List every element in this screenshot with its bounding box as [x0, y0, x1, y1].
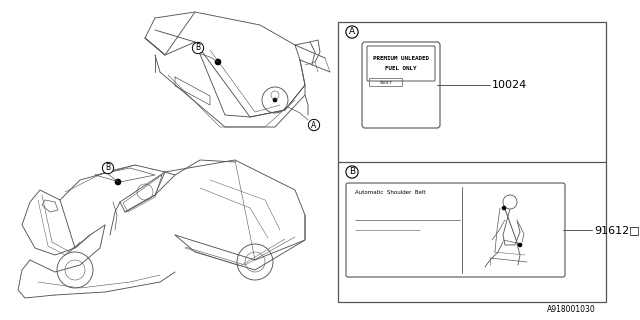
Text: 91612□: 91612□ — [594, 225, 640, 235]
Text: A918001030: A918001030 — [547, 305, 596, 314]
Circle shape — [215, 59, 221, 65]
Circle shape — [518, 243, 522, 247]
Circle shape — [115, 179, 121, 185]
Text: B: B — [349, 167, 355, 177]
Text: A: A — [312, 121, 317, 130]
Text: 10024: 10024 — [492, 80, 527, 90]
Bar — [338, 22, 606, 302]
Text: B: B — [195, 44, 200, 52]
Text: B: B — [106, 164, 111, 172]
Circle shape — [273, 98, 277, 102]
Text: FUEL ONLY: FUEL ONLY — [385, 66, 417, 70]
Circle shape — [502, 206, 506, 210]
Text: A: A — [349, 28, 355, 36]
Text: 91OCT: 91OCT — [380, 81, 392, 84]
Text: Automatic  Shoulder  Belt: Automatic Shoulder Belt — [355, 190, 426, 196]
Text: PREMIUM UNLEADED: PREMIUM UNLEADED — [373, 55, 429, 60]
